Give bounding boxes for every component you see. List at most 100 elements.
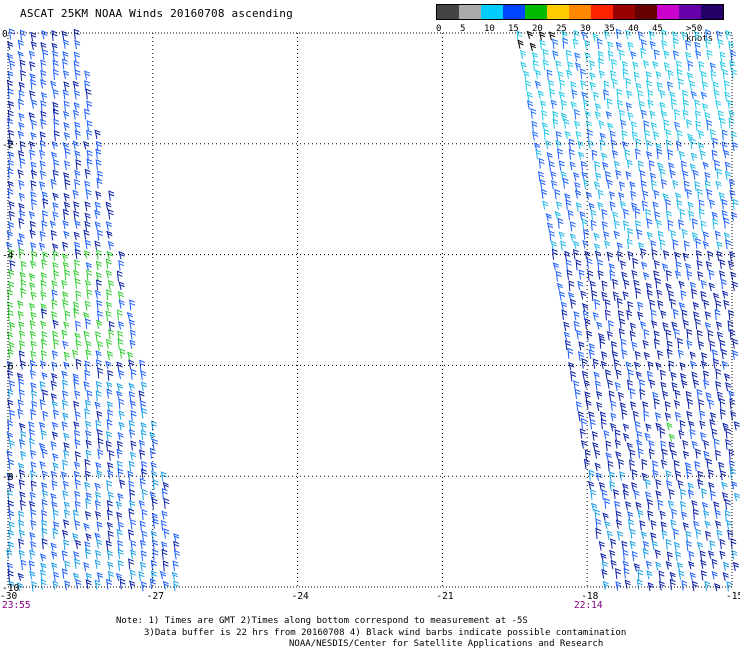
wind-barb — [622, 560, 629, 571]
wind-barb — [621, 540, 628, 551]
colorbar-label: 45 — [652, 24, 663, 34]
wind-barb — [693, 311, 700, 321]
wind-barb — [714, 309, 721, 320]
wind-barb — [63, 81, 70, 91]
wind-barb — [7, 88, 14, 100]
wind-barb — [629, 528, 636, 539]
wind-barb — [678, 78, 684, 90]
wind-barb — [707, 469, 714, 480]
wind-barb — [151, 497, 158, 509]
wind-barb — [665, 283, 672, 292]
wind-barb — [163, 528, 170, 539]
wind-barb — [564, 339, 571, 350]
wind-barb — [128, 382, 135, 391]
wind-barb — [719, 339, 726, 351]
wind-barb — [107, 240, 114, 250]
wind-barb — [682, 439, 689, 450]
wind-barb — [672, 37, 679, 49]
wind-barb — [709, 62, 716, 72]
wind-barb — [173, 580, 180, 592]
wind-barb — [552, 38, 559, 50]
wind-barb — [73, 461, 81, 470]
wind-barb — [648, 30, 655, 41]
wind-barb — [708, 282, 715, 292]
wind-barb — [700, 220, 707, 232]
wind-barb — [580, 290, 587, 300]
wind-barb — [582, 239, 589, 249]
wind-barb — [607, 122, 614, 131]
wind-barb — [17, 462, 25, 472]
wind-barb — [96, 539, 103, 549]
wind-barb — [18, 469, 25, 480]
wind-barb — [637, 311, 644, 321]
wind-barb — [62, 390, 69, 401]
colorbar-swatch — [613, 5, 635, 19]
wind-barb — [634, 420, 641, 432]
wind-barb — [622, 291, 629, 301]
wind-barb — [653, 330, 660, 340]
wind-barb — [53, 338, 59, 350]
wind-barb — [617, 310, 624, 321]
wind-barb — [29, 73, 36, 82]
y-tick-label: -10 — [2, 583, 19, 594]
wind-barb — [678, 302, 685, 311]
wind-barb — [605, 452, 612, 461]
wind-barb — [640, 109, 647, 120]
wind-barb — [684, 462, 691, 472]
wind-barb — [695, 237, 702, 249]
wind-barb — [692, 520, 700, 530]
wind-barb — [569, 298, 577, 309]
wind-barb — [97, 229, 103, 241]
wind-barb — [108, 329, 115, 340]
wind-barb — [719, 259, 726, 270]
wind-barb — [74, 500, 81, 511]
wind-barb — [18, 422, 26, 431]
wind-barb — [616, 297, 623, 309]
wind-barb — [712, 81, 719, 92]
wind-barb — [604, 309, 611, 321]
wind-barb — [130, 368, 137, 380]
wind-barb — [729, 467, 736, 479]
colorbar-label: 15 — [508, 24, 519, 34]
wind-barb — [18, 389, 25, 400]
wind-barb — [130, 410, 137, 422]
wind-barb — [8, 248, 15, 260]
wind-barb — [106, 419, 113, 431]
wind-barb — [655, 422, 662, 431]
wind-barb — [716, 529, 723, 540]
wind-barb — [655, 277, 661, 289]
wind-barb — [129, 400, 136, 410]
wind-barb — [719, 51, 726, 62]
wind-barb — [569, 221, 576, 232]
wind-barb — [84, 481, 91, 491]
wind-barb — [83, 523, 90, 532]
wind-barb — [18, 549, 25, 560]
wind-barb — [670, 98, 677, 110]
wind-barb — [63, 351, 70, 362]
colorbar-swatch — [657, 5, 679, 19]
wind-barb — [19, 439, 26, 449]
wind-barb — [72, 80, 79, 91]
wind-barb — [51, 551, 58, 560]
wind-barb — [612, 278, 619, 290]
wind-barb — [140, 381, 147, 392]
wind-barb — [74, 259, 81, 271]
wind-barb — [572, 248, 579, 260]
wind-barb — [563, 118, 570, 129]
wind-barb — [129, 489, 135, 501]
wind-barb — [578, 341, 585, 351]
wind-barb — [29, 229, 36, 239]
wind-barb — [128, 359, 135, 369]
wind-barb — [96, 170, 103, 182]
wind-barb — [716, 30, 723, 41]
wind-barb — [574, 109, 580, 120]
wind-barb — [639, 170, 646, 181]
wind-barb — [680, 511, 688, 521]
wind-barb — [682, 450, 690, 460]
wind-barb — [662, 390, 669, 400]
wind-barb — [723, 373, 731, 382]
wind-barb — [654, 412, 662, 422]
wind-barb — [668, 162, 675, 172]
wind-barb — [105, 201, 112, 211]
wind-barb — [119, 479, 126, 489]
